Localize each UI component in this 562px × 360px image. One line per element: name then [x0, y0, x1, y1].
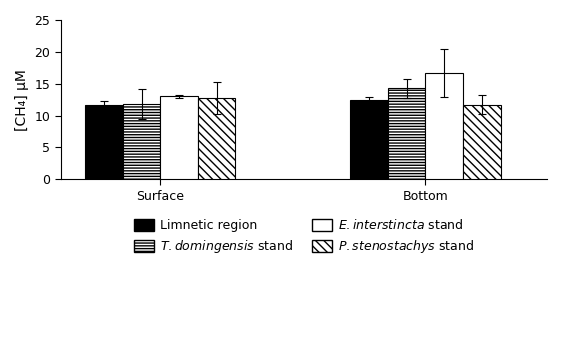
Bar: [350, 100, 388, 179]
Bar: [123, 104, 160, 179]
Bar: [85, 105, 123, 179]
Bar: [425, 73, 463, 179]
Y-axis label: [CH₄] μM: [CH₄] μM: [15, 69, 29, 131]
Bar: [463, 105, 501, 179]
Bar: [160, 96, 198, 179]
Bar: [198, 98, 235, 179]
Legend: Limnetic region, $\it{T. domingensis}$ stand, $\it{E. interstincta}$ stand, $\it: Limnetic region, $\it{T. domingensis}$ s…: [130, 214, 478, 259]
Bar: [388, 88, 425, 179]
